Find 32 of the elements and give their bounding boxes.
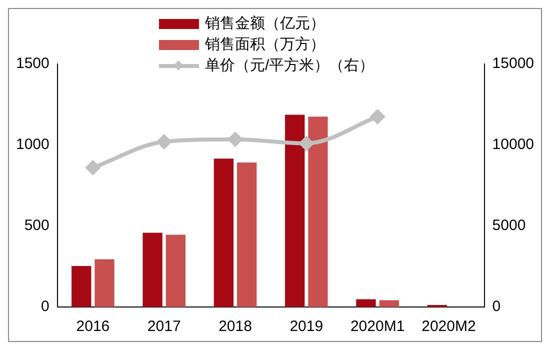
bar <box>356 299 376 307</box>
bar <box>308 116 328 307</box>
y-tick-label: 1000 <box>16 136 50 154</box>
y-tick-label: 1500 <box>16 55 50 72</box>
x-tick-label: 2019 <box>290 318 324 336</box>
y-tick-label: 0 <box>41 298 50 316</box>
legend-label: 销售金额（亿元） <box>205 14 325 34</box>
x-tick-label: 2020M1 <box>350 318 405 336</box>
bar <box>94 259 114 307</box>
point <box>86 160 100 175</box>
point <box>157 134 172 149</box>
bar <box>236 162 257 307</box>
x-tick-label: 2020M2 <box>422 318 476 336</box>
legend-label: 单价（元/平方米）（右） <box>205 56 374 76</box>
bar <box>285 114 305 307</box>
x-tick-label: 2016 <box>76 318 110 336</box>
y-tick-label: 500 <box>24 217 50 234</box>
point <box>370 110 385 124</box>
bar <box>72 266 92 307</box>
y2-tick-label: 5000 <box>492 217 526 234</box>
y2-tick-label: 15000 <box>492 55 534 72</box>
legend-label: 销售面积（万方） <box>205 35 325 55</box>
y2-tick-label: 0 <box>492 298 501 316</box>
point <box>299 136 314 150</box>
x-tick-label: 2017 <box>147 318 181 336</box>
point <box>228 132 242 146</box>
x-tick-label: 2018 <box>218 318 252 336</box>
y2-tick-label: 10000 <box>492 136 534 154</box>
bar <box>166 234 186 307</box>
bar <box>214 158 234 307</box>
bar <box>142 232 162 307</box>
bar <box>379 300 399 307</box>
